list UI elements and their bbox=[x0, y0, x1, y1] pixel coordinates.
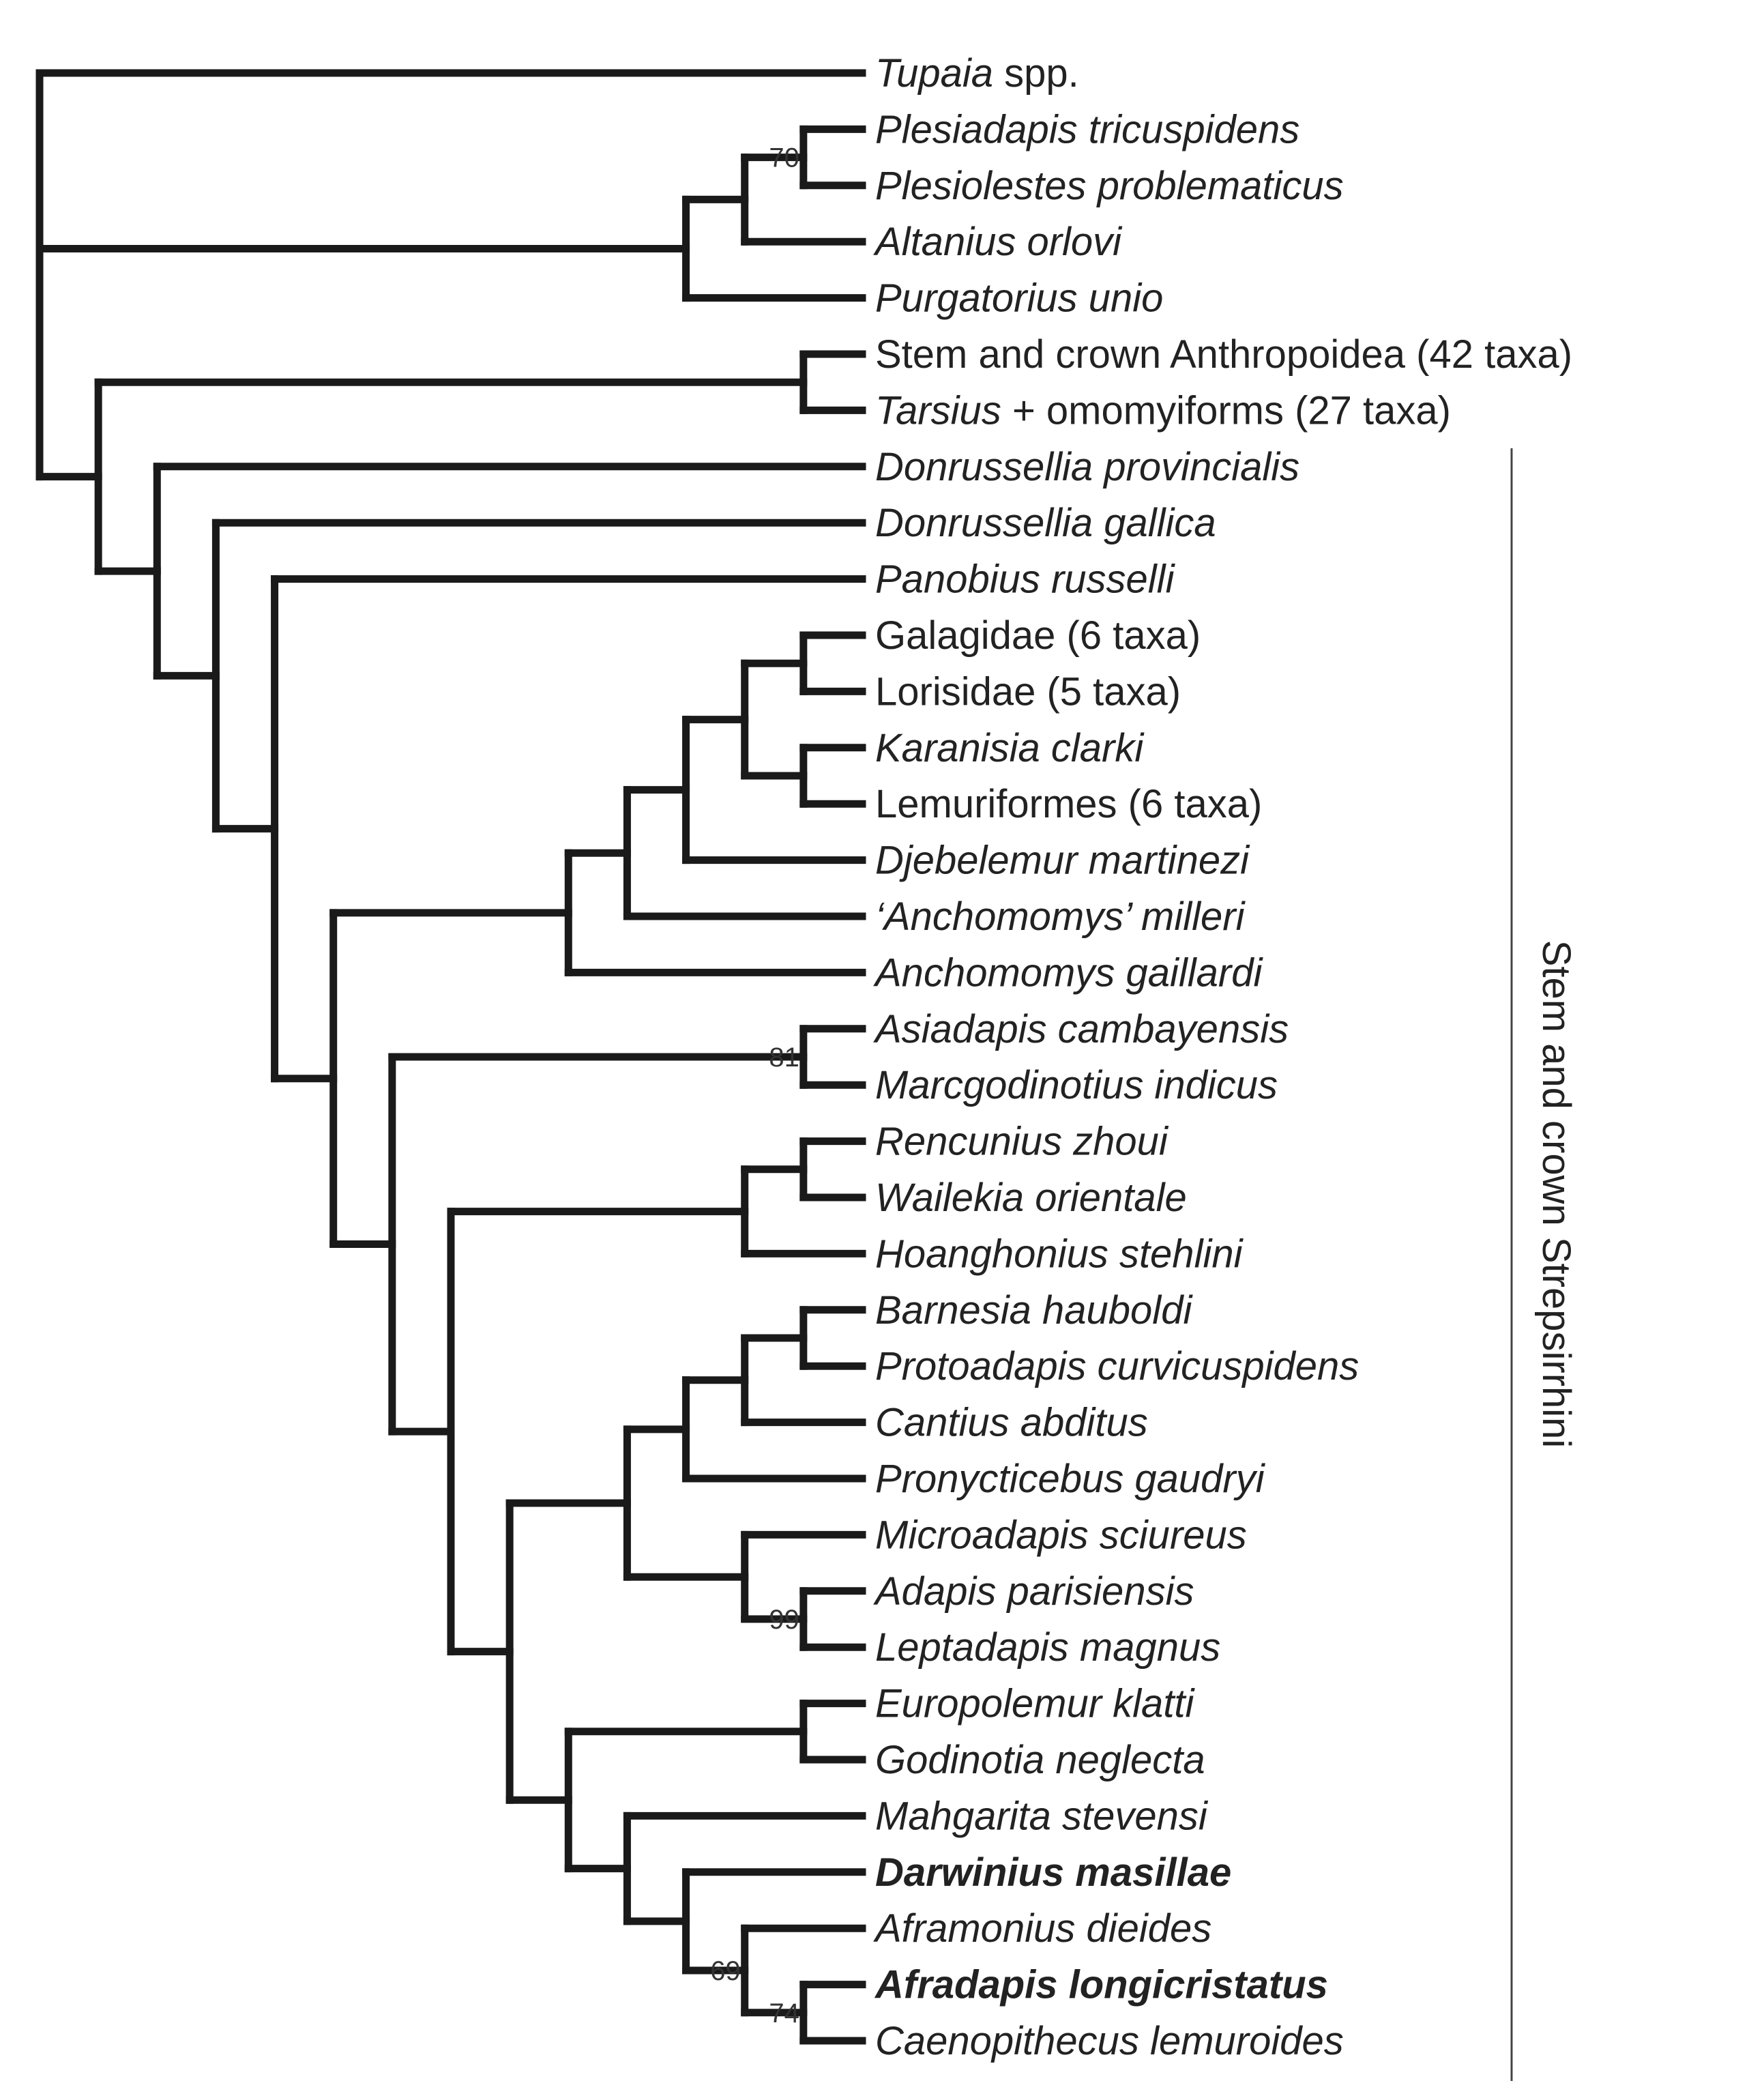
taxon-label: Altanius orlovi bbox=[873, 220, 1123, 264]
support-value: 70 bbox=[769, 143, 799, 173]
taxon-label: Europolemur klatti bbox=[875, 1682, 1196, 1726]
taxon-name: Caenopithecus lemuroides bbox=[875, 2019, 1344, 2063]
taxon-label: Aframonius dieides bbox=[873, 1906, 1211, 1951]
taxon-name: Donrussellia gallica bbox=[875, 501, 1216, 545]
taxon-label: Godinotia neglecta bbox=[875, 1738, 1205, 1782]
taxon-name: Barnesia hauboldi bbox=[875, 1288, 1193, 1333]
taxon-label: Microadapis sciureus bbox=[875, 1513, 1247, 1557]
taxon-label: Djebelemur martinezi bbox=[875, 839, 1250, 883]
support-value: 99 bbox=[769, 1605, 799, 1635]
taxon-label: Tupaia spp. bbox=[875, 51, 1079, 96]
taxon-label: Galagidae (6 taxa) bbox=[875, 613, 1201, 658]
taxon-suffix: spp. bbox=[993, 51, 1079, 96]
taxon-name: Darwinius masillae bbox=[875, 1850, 1231, 1895]
taxon-label: Caenopithecus lemuroides bbox=[875, 2019, 1344, 2063]
taxon-name: Hoanghonius stehlini bbox=[875, 1232, 1244, 1276]
taxon-label: Donrussellia provincialis bbox=[875, 445, 1299, 489]
taxon-label: Wailekia orientale bbox=[875, 1176, 1187, 1220]
taxon-label: Leptadapis magnus bbox=[875, 1625, 1220, 1670]
taxon-name: Cantius abditus bbox=[875, 1401, 1148, 1445]
taxon-label: Rencunius zhoui bbox=[875, 1120, 1169, 1164]
taxon-name: Adapis parisiensis bbox=[873, 1569, 1194, 1614]
taxon-label: Karanisia clarki bbox=[875, 726, 1145, 770]
taxon-label: Mahgarita stevensi bbox=[875, 1794, 1209, 1838]
taxon-name: Purgatorius unio bbox=[875, 276, 1163, 321]
taxon-label: Marcgodinotius indicus bbox=[875, 1063, 1278, 1107]
taxon-label: ‘Anchomomys’ milleri bbox=[875, 894, 1246, 939]
taxon-name: Karanisia clarki bbox=[875, 726, 1145, 770]
taxon-name: Pronycticebus gaudryi bbox=[875, 1457, 1266, 1501]
taxon-label: Afradapis longicristatus bbox=[874, 1963, 1328, 2007]
taxon-label: Pronycticebus gaudryi bbox=[875, 1457, 1266, 1501]
taxon-label: Darwinius masillae bbox=[875, 1850, 1231, 1895]
branches bbox=[35, 69, 866, 2045]
taxon-name: Altanius orlovi bbox=[873, 220, 1123, 264]
taxon-label: Tarsius + omomyiforms (27 taxa) bbox=[875, 388, 1451, 433]
taxon-label: Hoanghonius stehlini bbox=[875, 1232, 1244, 1276]
taxon-name: Wailekia orientale bbox=[875, 1176, 1187, 1220]
taxon-label: Barnesia hauboldi bbox=[875, 1288, 1193, 1333]
taxon-suffix: Lorisidae (5 taxa) bbox=[875, 669, 1181, 714]
taxon-name: Rencunius zhoui bbox=[875, 1120, 1169, 1164]
taxon-name: Aframonius dieides bbox=[873, 1906, 1211, 1951]
taxon-label: Lemuriformes (6 taxa) bbox=[875, 782, 1262, 826]
taxon-name: Marcgodinotius indicus bbox=[875, 1063, 1278, 1107]
taxon-name: Microadapis sciureus bbox=[875, 1513, 1247, 1557]
taxon-suffix: Galagidae (6 taxa) bbox=[875, 613, 1201, 658]
taxon-name: Europolemur klatti bbox=[875, 1682, 1196, 1726]
taxon-label: Purgatorius unio bbox=[875, 276, 1163, 321]
taxon-name: ‘Anchomomys’ milleri bbox=[875, 894, 1246, 939]
taxon-name: Tarsius bbox=[875, 388, 1001, 433]
taxon-name: Donrussellia provincialis bbox=[875, 445, 1299, 489]
taxon-suffix: + omomyiforms (27 taxa) bbox=[1001, 388, 1451, 433]
support-value: 74 bbox=[769, 1998, 799, 2028]
taxon-label: Adapis parisiensis bbox=[873, 1569, 1194, 1614]
taxon-name: Asiadapis cambayensis bbox=[873, 1007, 1289, 1051]
taxon-label: Donrussellia gallica bbox=[875, 501, 1216, 545]
taxon-labels: Tupaia spp. Plesiadapis tricuspidens Plesi… bbox=[873, 51, 1572, 2063]
support-value: 69 bbox=[710, 1956, 741, 1986]
taxon-label: Plesiadapis tricuspidens bbox=[875, 107, 1299, 151]
taxon-label: Cantius abditus bbox=[875, 1401, 1148, 1445]
clade-bracket-label: Stem and crown Strepsirrhini bbox=[1534, 940, 1578, 1449]
taxon-label: Panobius russelli bbox=[875, 557, 1176, 602]
taxon-name: Afradapis longicristatus bbox=[874, 1963, 1328, 2007]
taxon-name: Godinotia neglecta bbox=[875, 1738, 1205, 1782]
taxon-suffix: Lemuriformes (6 taxa) bbox=[875, 782, 1262, 826]
taxon-name: Plesiadapis tricuspidens bbox=[875, 107, 1299, 151]
support-value: 81 bbox=[769, 1043, 799, 1073]
taxon-suffix: Stem and crown Anthropoidea (42 taxa) bbox=[875, 332, 1572, 377]
taxon-name: Mahgarita stevensi bbox=[875, 1794, 1209, 1838]
taxon-label: Anchomomys gaillardi bbox=[873, 950, 1263, 995]
taxon-label: Plesiolestes problematicus bbox=[875, 164, 1344, 208]
taxon-name: Plesiolestes problematicus bbox=[875, 164, 1344, 208]
taxon-label: Protoadapis curvicuspidens bbox=[875, 1344, 1359, 1388]
taxon-label: Lorisidae (5 taxa) bbox=[875, 669, 1181, 714]
taxon-label: Stem and crown Anthropoidea (42 taxa) bbox=[875, 332, 1572, 377]
taxon-name: Panobius russelli bbox=[875, 557, 1176, 602]
taxon-name: Protoadapis curvicuspidens bbox=[875, 1344, 1359, 1388]
taxon-name: Anchomomys gaillardi bbox=[873, 950, 1263, 995]
support-values: 70 81 99 74 69 bbox=[710, 143, 799, 2028]
taxon-name: Djebelemur martinezi bbox=[875, 839, 1250, 883]
taxon-label: Asiadapis cambayensis bbox=[873, 1007, 1289, 1051]
taxon-name: Tupaia bbox=[875, 51, 993, 96]
taxon-name: Leptadapis magnus bbox=[875, 1625, 1220, 1670]
